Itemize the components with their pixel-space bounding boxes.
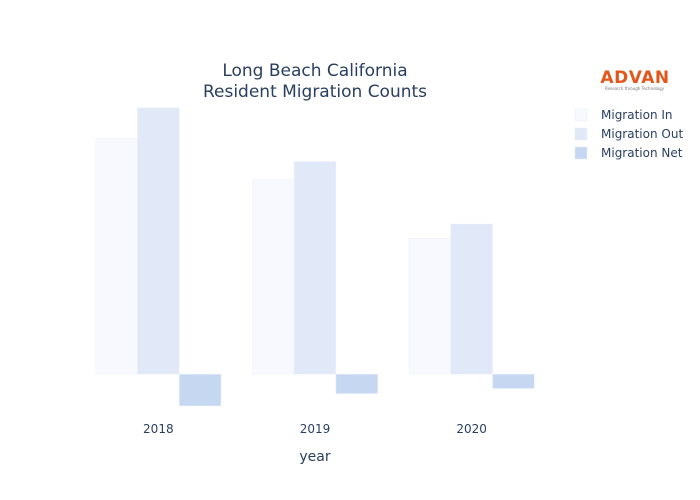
chart-title-line-2: Resident Migration Counts bbox=[203, 82, 427, 102]
logo-wordmark: ADVAN bbox=[600, 68, 669, 88]
legend-label-migration-net[interactable]: Migration Net bbox=[601, 146, 683, 160]
legend-label-migration-out[interactable]: Migration Out bbox=[601, 127, 683, 141]
legend-swatch-migration-in[interactable] bbox=[574, 108, 588, 122]
x-tick-label: 2018 bbox=[143, 422, 174, 436]
bar-migration-out-2019 bbox=[293, 161, 337, 375]
logo-tagline: Research through Technology bbox=[605, 86, 665, 91]
bar-migration-in-2020 bbox=[408, 238, 452, 375]
bar-migration-net-2018 bbox=[178, 373, 222, 407]
x-tick-label: 2020 bbox=[456, 422, 487, 436]
bar-migration-in-2018 bbox=[95, 138, 138, 375]
bar-migration-out-2020 bbox=[450, 223, 493, 375]
bar-migration-net-2019 bbox=[335, 373, 378, 394]
x-tick-label: 2019 bbox=[300, 422, 331, 436]
x-ticks-group: 2018 2019 2020 bbox=[143, 422, 487, 436]
legend-swatch-migration-net[interactable] bbox=[574, 146, 588, 160]
bar-migration-net-2020 bbox=[492, 373, 535, 389]
chart-title-line-1: Long Beach California bbox=[222, 61, 407, 81]
x-axis-title: year bbox=[299, 449, 330, 465]
legend-swatch-migration-out[interactable] bbox=[574, 127, 588, 141]
legend-label-migration-in[interactable]: Migration In bbox=[601, 108, 673, 122]
bar-migration-out-2018 bbox=[137, 107, 180, 375]
legend: Migration In Migration Out Migration Net bbox=[574, 108, 683, 160]
advan-logo: ADVAN Research through Technology bbox=[600, 68, 669, 91]
bar-migration-in-2019 bbox=[252, 179, 295, 375]
bars-group bbox=[95, 107, 535, 407]
